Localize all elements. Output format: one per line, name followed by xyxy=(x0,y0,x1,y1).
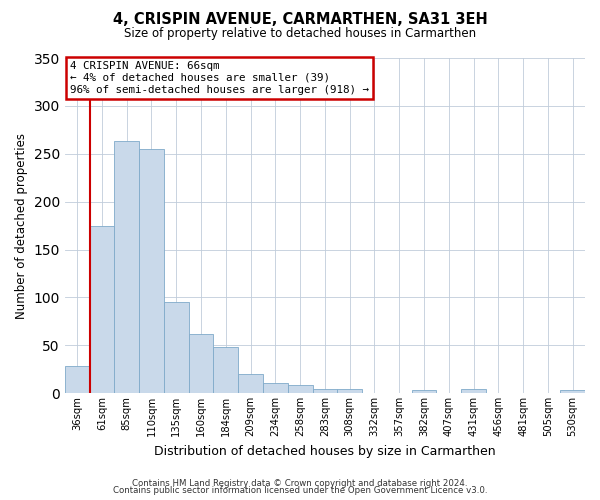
Bar xyxy=(65,366,89,393)
Bar xyxy=(115,142,139,393)
Text: 4 CRISPIN AVENUE: 66sqm
← 4% of detached houses are smaller (39)
96% of semi-det: 4 CRISPIN AVENUE: 66sqm ← 4% of detached… xyxy=(70,62,369,94)
Bar xyxy=(89,226,115,393)
Bar xyxy=(560,390,585,393)
Bar xyxy=(337,390,362,393)
Bar xyxy=(188,334,214,393)
Y-axis label: Number of detached properties: Number of detached properties xyxy=(15,132,28,318)
Text: Contains HM Land Registry data © Crown copyright and database right 2024.: Contains HM Land Registry data © Crown c… xyxy=(132,478,468,488)
Bar xyxy=(313,390,337,393)
Bar xyxy=(238,374,263,393)
Bar xyxy=(164,302,188,393)
Bar xyxy=(139,149,164,393)
Bar xyxy=(412,390,436,393)
X-axis label: Distribution of detached houses by size in Carmarthen: Distribution of detached houses by size … xyxy=(154,444,496,458)
Text: Size of property relative to detached houses in Carmarthen: Size of property relative to detached ho… xyxy=(124,28,476,40)
Text: Contains public sector information licensed under the Open Government Licence v3: Contains public sector information licen… xyxy=(113,486,487,495)
Bar xyxy=(288,386,313,393)
Bar xyxy=(263,382,288,393)
Text: 4, CRISPIN AVENUE, CARMARTHEN, SA31 3EH: 4, CRISPIN AVENUE, CARMARTHEN, SA31 3EH xyxy=(113,12,487,28)
Bar xyxy=(461,390,486,393)
Bar xyxy=(214,347,238,393)
